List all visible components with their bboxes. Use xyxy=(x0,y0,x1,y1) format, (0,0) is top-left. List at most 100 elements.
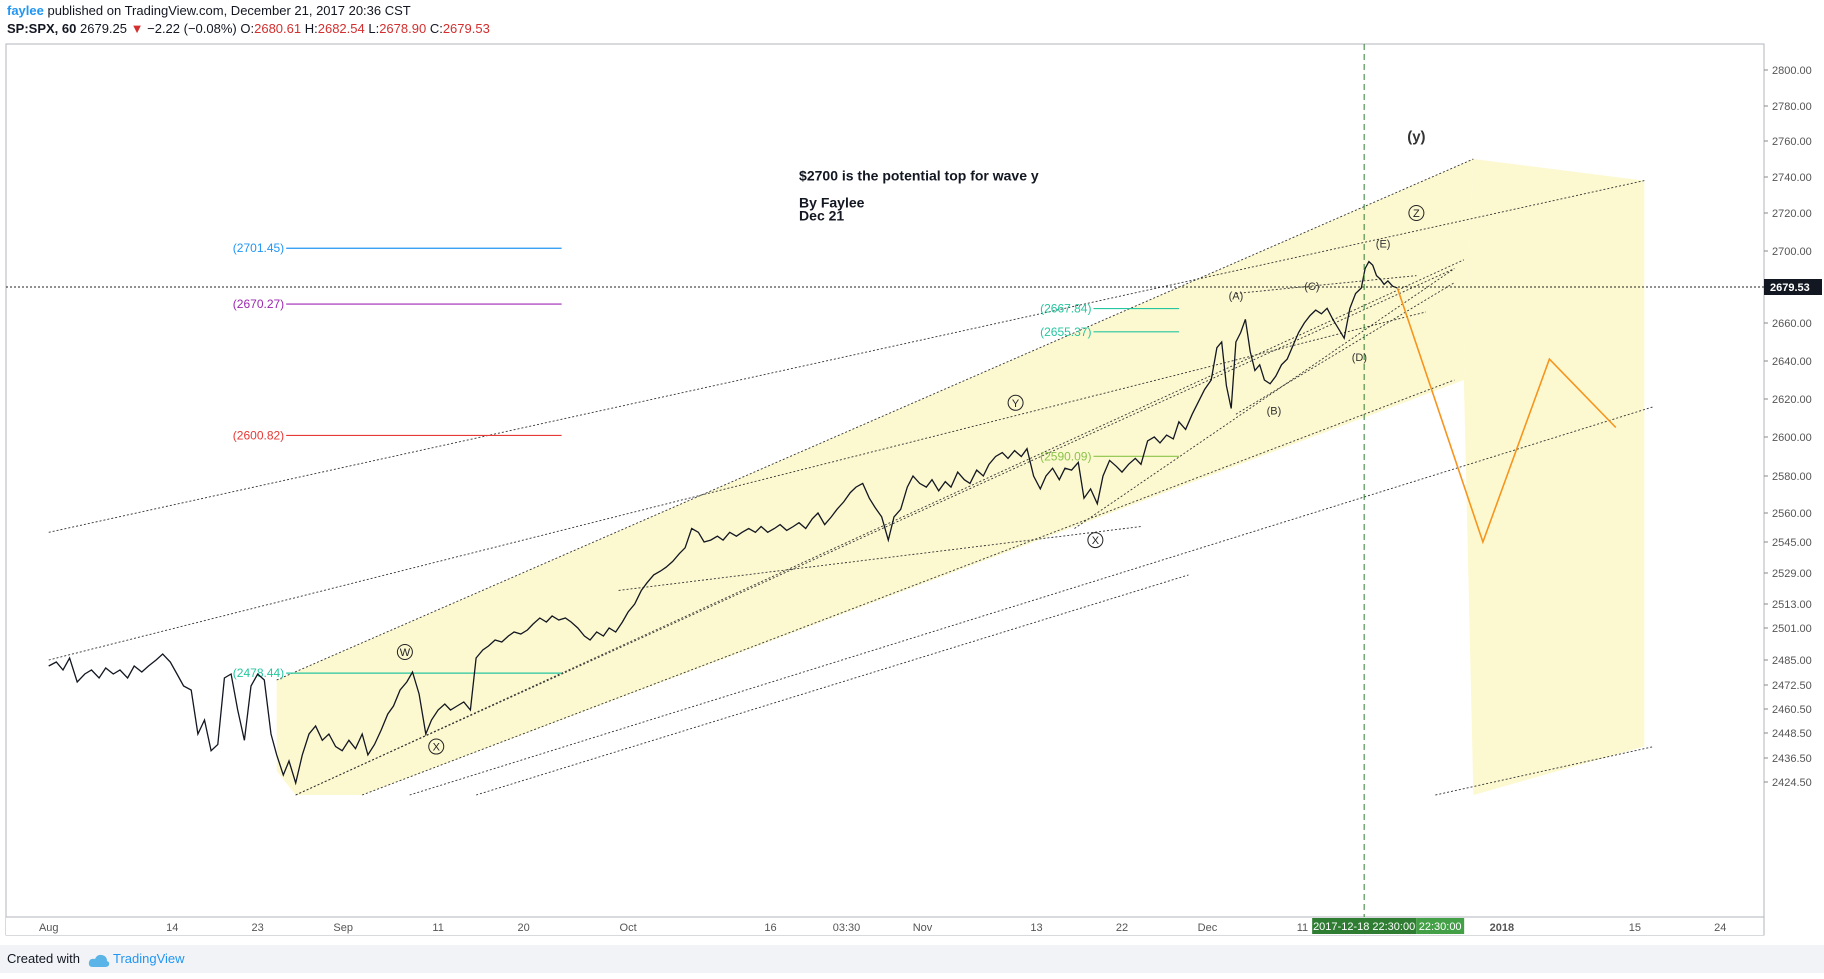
y-tick-label-15: 2501.00 xyxy=(1772,623,1812,635)
trend-line-10 xyxy=(1235,282,1455,415)
wave-label-5: (A) xyxy=(1229,290,1244,302)
annotations: $2700 is the potential top for wave y By … xyxy=(799,168,1039,224)
y-tick-label-11: 2560.00 xyxy=(1772,508,1812,520)
y-tick-labels: 2800.00 2780.00 2760.00 2740.00 2720.00 2700.… xyxy=(1764,65,1812,789)
x-tick-label-2: 23 xyxy=(252,922,264,934)
price-series xyxy=(48,260,1398,786)
crosshair-time-label2: 22:30:00 xyxy=(1419,921,1462,933)
crosshair-time-box xyxy=(1312,918,1417,934)
x-tick-label-7: 16 xyxy=(764,922,776,934)
zone-0 xyxy=(276,159,1474,795)
low-label: L: xyxy=(368,21,380,36)
y-tick-label-9: 2600.00 xyxy=(1772,432,1812,444)
open-label: O: xyxy=(240,21,255,36)
y-tick-label-10: 2580.00 xyxy=(1772,471,1812,483)
wave-label-6: (B) xyxy=(1267,405,1282,417)
fib-label-0: (2701.45) xyxy=(233,241,284,255)
y-tick-label-2: 2760.00 xyxy=(1772,136,1812,148)
y-tick-label-5: 2700.00 xyxy=(1772,246,1812,258)
last-price-marker: 2679.53 xyxy=(1764,279,1822,295)
high-value: 2682.54 xyxy=(317,21,365,36)
projection-line xyxy=(1396,287,1617,545)
open-value: 2680.61 xyxy=(254,21,302,36)
wave-label-1: X xyxy=(433,742,441,754)
trend-line-7 xyxy=(409,406,1654,796)
wave-label-2: Y xyxy=(1012,398,1020,410)
y-tick-label-1: 2780.00 xyxy=(1772,101,1812,113)
y-tick-label-7: 2640.00 xyxy=(1772,356,1812,368)
created-with-text: Created with xyxy=(7,951,80,966)
wave-circle-1 xyxy=(428,738,445,755)
published-text: published on TradingView.com, December 2… xyxy=(43,3,411,18)
publisher-header: faylee published on TradingView.com, Dec… xyxy=(7,3,411,19)
projection-path xyxy=(1396,287,1617,545)
wave-label-9: (E) xyxy=(1376,238,1391,250)
y-tick-label-21: 2424.50 xyxy=(1772,777,1812,789)
trend-line-12 xyxy=(1435,746,1654,796)
x-tick-label-0: Aug xyxy=(39,922,59,934)
x-tick-label-8: 03:30 xyxy=(833,922,861,934)
y-tick-label-18: 2460.50 xyxy=(1772,704,1812,716)
close-value: 2679.53 xyxy=(442,21,490,36)
annotation-1: By Faylee xyxy=(799,195,865,211)
author-link[interactable]: faylee xyxy=(7,3,44,18)
x-tick-label-14: 2018 xyxy=(1490,922,1514,934)
price-change: −2.22 (−0.08%) xyxy=(147,21,237,36)
x-tick-label-13: 11 xyxy=(1297,922,1308,934)
high-label: H: xyxy=(304,21,318,36)
y-tick-label-3: 2740.00 xyxy=(1772,172,1812,184)
fib-label-4: (2667.84) xyxy=(1040,302,1091,316)
y-tick-label-17: 2472.50 xyxy=(1772,680,1812,692)
trend-line-1 xyxy=(48,311,1426,661)
y-tick-label-16: 2485.00 xyxy=(1772,655,1812,667)
fib-label-2: (2600.82) xyxy=(233,428,284,442)
trend-lines xyxy=(48,158,1654,796)
low-value: 2678.90 xyxy=(379,21,427,36)
y-tick-label-14: 2513.00 xyxy=(1772,599,1812,611)
wave-circle-3 xyxy=(1087,532,1104,549)
fib-label-1: (2670.27) xyxy=(233,297,284,311)
x-tick-label-1: 14 xyxy=(166,922,178,934)
x-tick-label-11: 22 xyxy=(1116,922,1128,934)
wave-label-7: (C) xyxy=(1304,281,1319,293)
wave-label-3: X xyxy=(1092,535,1100,547)
x-tick-label-10: 13 xyxy=(1030,922,1042,934)
symbol-name[interactable]: SP:SPX, 60 xyxy=(7,21,77,36)
y-tick-label-0: 2800.00 xyxy=(1772,65,1812,77)
price-chart[interactable]: (2701.45) (2670.27) (2600.82) (2478.44) (266… xyxy=(0,0,1824,945)
fib-label-3: (2478.44) xyxy=(233,666,284,680)
last-price: 2679.25 xyxy=(80,21,127,36)
fib-levels: (2701.45) (2670.27) (2600.82) (2478.44) (266… xyxy=(233,241,1179,680)
crosshair-time-label: 2017-12-18 22:30:00 xyxy=(1313,921,1415,933)
trend-line-9 xyxy=(1074,268,1455,529)
close-label: C: xyxy=(429,21,443,36)
crosshair xyxy=(6,44,1764,917)
trend-line-3 xyxy=(295,268,1455,796)
x-tick-label-12: Dec xyxy=(1198,922,1218,934)
y-tick-label-4: 2720.00 xyxy=(1772,208,1812,220)
annotation-0: $2700 is the potential top for wave y xyxy=(799,168,1039,184)
fib-label-5: (2655.37) xyxy=(1040,325,1091,339)
crosshair-time-box2 xyxy=(1416,918,1465,934)
tradingview-cloud-icon xyxy=(88,951,110,979)
zone-1 xyxy=(1463,159,1645,795)
x-tick-label-9: Nov xyxy=(913,922,933,934)
y-tick-label-12: 2545.00 xyxy=(1772,537,1812,549)
fib-label-6: (2590.09) xyxy=(1040,449,1091,463)
wave-label-10: (y) xyxy=(1407,129,1425,146)
trend-line-6 xyxy=(475,574,1189,796)
price-axis[interactable] xyxy=(1764,44,1824,935)
x-tick-label-4: 11 xyxy=(432,922,443,934)
wave-circle-0 xyxy=(396,644,413,660)
wave-label-8: (D) xyxy=(1352,352,1367,364)
x-tick-label-6: Oct xyxy=(620,922,637,934)
y-tick-label-6: 2660.00 xyxy=(1772,318,1812,330)
wave-circle-2 xyxy=(1007,394,1024,411)
down-triangle-icon: ▼ xyxy=(130,21,144,36)
y-tick-label-13: 2529.00 xyxy=(1772,568,1812,580)
tradingview-brand-link[interactable]: TradingView xyxy=(113,951,185,966)
trend-line-0 xyxy=(48,180,1645,533)
x-tick-labels: Aug 14 23 Sep 11 20 Oct 16 03:30 Nov 13 22 Dec 11 2018… xyxy=(39,918,1726,934)
annotation-2: Dec 21 xyxy=(799,208,844,224)
wave-circle-4 xyxy=(1408,205,1425,221)
